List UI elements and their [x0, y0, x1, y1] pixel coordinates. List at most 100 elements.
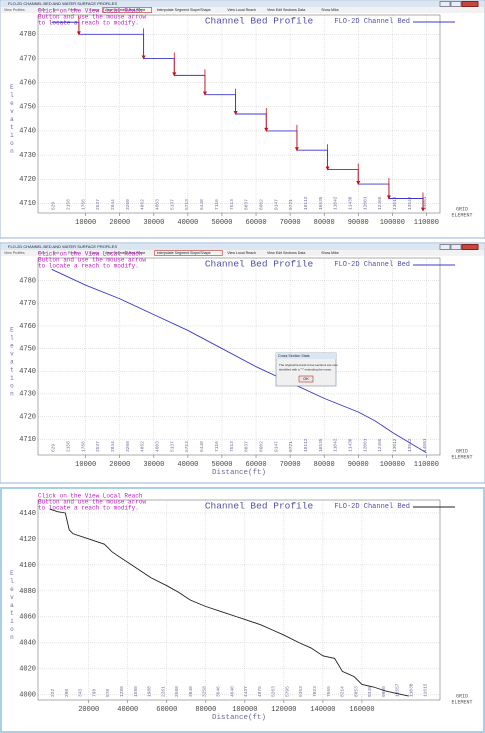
grid-element-label: 10535	[318, 196, 324, 210]
plot-frame	[37, 14, 441, 214]
grid-element-label: 11030	[409, 683, 415, 697]
menu-item[interactable]: View Local Reach	[227, 8, 256, 12]
grid-element-label: 4875	[257, 686, 263, 697]
grid-element-label: 7513	[229, 441, 235, 452]
y-tick-label: 4080	[19, 588, 36, 596]
grid-element-label: 2844	[110, 441, 116, 452]
menu-item[interactable]: View Local Reach	[227, 251, 256, 255]
minimize-button[interactable]	[439, 244, 451, 250]
grid-element-label: 2844	[110, 199, 116, 210]
grid-element-label: 12466	[377, 196, 383, 210]
menu-item[interactable]: View Segment Bed Slope	[105, 251, 146, 255]
grid-element-label: 2537	[95, 441, 101, 452]
x-tick-label: 120000	[271, 706, 296, 714]
panel-frame	[0, 487, 485, 733]
grid-element-label: 10535	[318, 438, 324, 452]
dialog-message: identified with a "*" extending the name…	[279, 367, 332, 371]
menu-item[interactable]: Interpolate Segment Slope/Shape	[157, 8, 211, 12]
menu-item[interactable]: Save	[38, 251, 46, 255]
x-tick-label: 100000	[380, 461, 405, 469]
maximize-button[interactable]	[450, 1, 462, 7]
instruction-text: Button and use the mouse arrow	[38, 14, 146, 21]
menu-item[interactable]: Exit	[53, 251, 59, 255]
window-title: FLO-2D CHANNEL BED AND WATER SURFACE PRO…	[8, 244, 117, 249]
grid-element-label: 3048	[188, 686, 194, 697]
x-tick-label: 50000	[211, 461, 232, 469]
menu-item[interactable]: View Edit Sections Data	[267, 251, 305, 255]
y-tick-label: 4770	[19, 55, 36, 63]
y-tick-label: 4020	[19, 666, 36, 674]
grid-element-label: 9147	[273, 199, 279, 210]
grid-element-label: 5263	[271, 686, 277, 697]
y-tick-label: 4730	[19, 152, 36, 160]
y-tick-label: 4720	[19, 176, 36, 184]
grid-element-label: 7023	[312, 686, 318, 697]
minimize-button[interactable]	[439, 1, 451, 7]
menu-item[interactable]: Save	[38, 8, 46, 12]
grid-element-label: 6448	[199, 199, 205, 210]
x-tick-label: 50000	[211, 219, 232, 227]
menu-item[interactable]: View Segment Bed Slope	[105, 8, 146, 12]
legend-label: FLO-2D Channel Bed	[334, 261, 410, 269]
grid-element-label: 4603	[155, 199, 161, 210]
grid-element-label: 13542	[407, 438, 413, 452]
grid-element-label: 11430	[348, 438, 354, 452]
chart-title: Channel Bed Profile	[205, 259, 314, 270]
grid-element-label: 3646	[216, 686, 222, 697]
menu-item[interactable]: View Profiles	[4, 251, 25, 255]
step-arrow-head	[141, 55, 146, 60]
x-tick-label: 10000	[75, 461, 96, 469]
ok-button[interactable]	[298, 375, 314, 383]
menu-item[interactable]: Zoom	[89, 8, 98, 12]
grid-element-label: 12001	[362, 438, 368, 452]
x-tick-label: 140000	[310, 706, 335, 714]
x-tick-label: 110000	[414, 219, 439, 227]
menu-item[interactable]: Zoom	[89, 251, 98, 255]
grid-element-label: 9721	[288, 199, 294, 210]
step-arrow-head	[76, 31, 81, 36]
menu-item[interactable]: Show Mike	[321, 8, 339, 12]
menu-item[interactable]: Profile	[68, 251, 78, 255]
x-tick-label: 60000	[246, 461, 267, 469]
x-tick-label: 80000	[314, 219, 335, 227]
menu-bar	[1, 7, 484, 13]
menu-item[interactable]: View Edit Sections Data	[267, 8, 305, 12]
y-tick-label: 4760	[19, 79, 36, 87]
x-tick-label: 160000	[349, 706, 374, 714]
menu-item[interactable]: Profile	[68, 8, 78, 12]
menu-item[interactable]: Exit	[53, 8, 59, 12]
close-button[interactable]	[461, 244, 479, 250]
x-tick-label: 110000	[414, 461, 439, 469]
grid-element-label: 629	[51, 444, 57, 452]
menu-item[interactable]: View Profiles	[4, 8, 25, 12]
grid-element-label: 9345	[367, 686, 373, 697]
grid-element-label: 11042	[333, 438, 339, 452]
grid-element-label: 7116	[214, 441, 220, 452]
maximize-button[interactable]	[450, 244, 462, 250]
y-axis-label: Elevation	[8, 327, 15, 399]
x-tick-label: 40000	[117, 706, 138, 714]
grid-element-label: 8037	[244, 441, 250, 452]
step-arrow-head	[325, 166, 330, 171]
y-tick-label: 4710	[19, 436, 36, 444]
grid-element-label: 3258	[202, 686, 208, 697]
grid-element-label: 11430	[348, 196, 354, 210]
menu-item[interactable]: Show Mike	[321, 251, 339, 255]
profile-line	[51, 268, 427, 454]
chart-title: Channel Bed Profile	[205, 501, 314, 512]
menu-item[interactable]: Interpolate Segment Slope/Shape	[157, 251, 211, 255]
ok-button-label[interactable]: OK	[303, 377, 309, 381]
grid-element-label: 4603	[155, 441, 161, 452]
instruction-text: to locate a reach to modify.	[38, 263, 139, 270]
grid-element-label: 7513	[229, 199, 235, 210]
grid-element-label: 4040	[229, 686, 235, 697]
menu-highlight	[102, 7, 152, 13]
grid-element-label: 8037	[244, 199, 250, 210]
close-button[interactable]	[461, 1, 479, 7]
grid-element-label: 8602	[258, 441, 264, 452]
y-tick-label: 4100	[19, 562, 36, 570]
grid-label: ELEMENT	[451, 454, 472, 460]
y-tick-label: 4780	[19, 277, 36, 285]
y-tick-label: 4000	[19, 692, 36, 700]
y-tick-label: 4750	[19, 104, 36, 112]
